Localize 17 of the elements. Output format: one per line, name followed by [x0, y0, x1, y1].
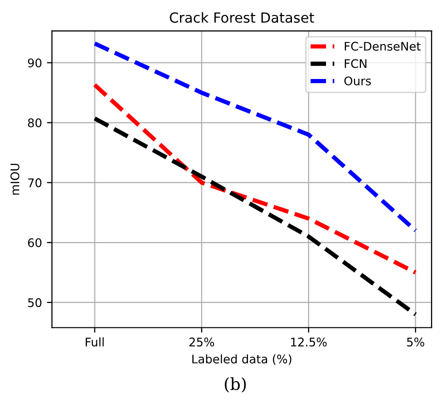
- y-tick-label: 80: [28, 118, 42, 128]
- x-tick-label: 12.5%: [291, 338, 327, 346]
- y-tick-label: 90: [28, 58, 42, 68]
- x-tick-label: 25%: [189, 338, 214, 346]
- y-tick-label: 70: [28, 178, 42, 188]
- y-tick-label: 50: [28, 298, 42, 308]
- line-series: [92, 116, 418, 317]
- y-axis-title: mIOU: [10, 164, 20, 195]
- x-tick-label: 5%: [407, 338, 424, 346]
- legend-label: FCN: [344, 59, 366, 68]
- legend-label: Ours: [344, 76, 371, 86]
- text: (b): [224, 377, 246, 393]
- legend-label: FC-DenseNet: [344, 42, 421, 51]
- x-axis-title: Labeled data (%): [192, 354, 292, 365]
- y-tick-label: 60: [28, 238, 42, 248]
- x-tick-label: Full: [86, 337, 104, 346]
- chart-title: Crack Forest Dataset: [170, 12, 314, 23]
